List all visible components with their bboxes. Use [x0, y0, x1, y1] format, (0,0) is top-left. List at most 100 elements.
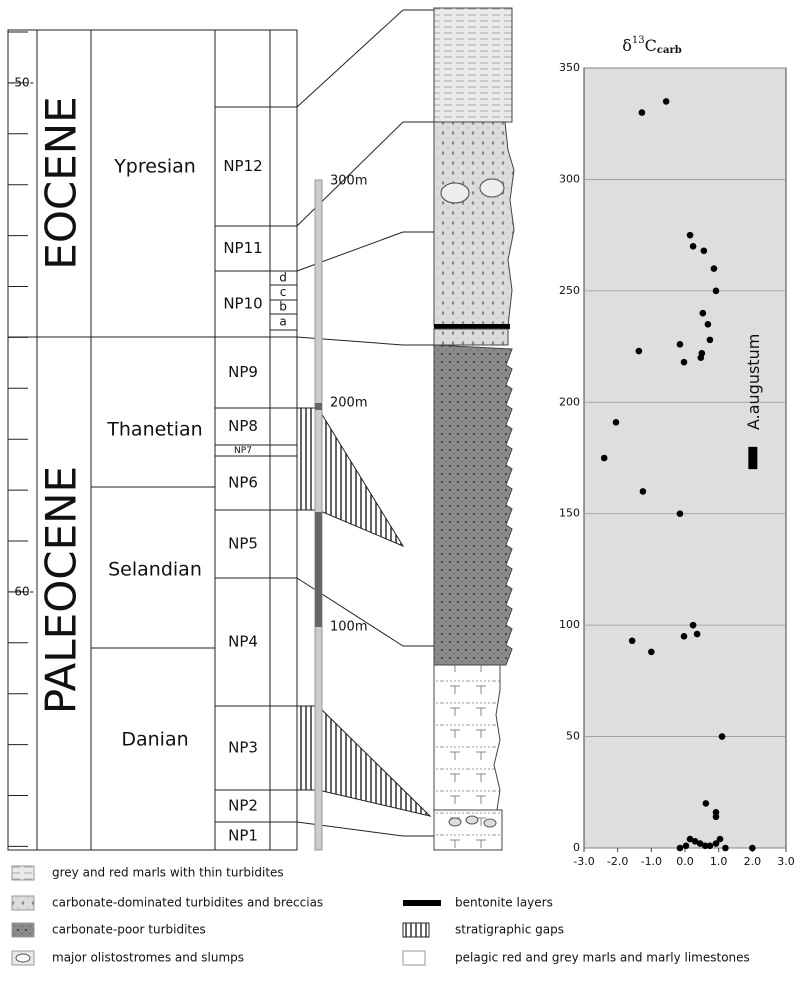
x-tick-label: -2.0	[607, 855, 628, 868]
thickness-label: 200m	[330, 396, 367, 411]
y-tick-label: 300	[559, 172, 580, 185]
stage-label: Selandian	[108, 559, 202, 581]
legend-label: major olistostromes and slumps	[52, 951, 244, 965]
data-point	[628, 637, 636, 645]
age-label: -50-	[10, 76, 34, 90]
frame	[7, 29, 298, 851]
legend-swatch	[11, 895, 35, 911]
y-tick-label: 350	[559, 61, 580, 74]
title-base: C	[645, 36, 657, 55]
data-point	[710, 265, 718, 272]
data-point	[718, 733, 726, 740]
legend-swatch-clast	[15, 953, 31, 963]
x-tick-label: 1.0	[710, 855, 728, 868]
bentonite	[434, 324, 510, 329]
rule	[296, 577, 404, 647]
legend-label: pelagic red and grey marls and marly lim…	[455, 951, 750, 965]
epoch-label: EOCENE	[37, 96, 86, 269]
x-tick-label: 3.0	[777, 855, 794, 868]
zone-label: NP7	[234, 446, 252, 456]
title-symbol: δ	[622, 36, 632, 55]
olistostrome	[440, 182, 470, 204]
olistostrome	[465, 815, 479, 825]
thickness-label: 100m	[330, 620, 367, 635]
y-tick-label: 100	[559, 618, 580, 631]
legend: grey and red marls with thin turbidites c…	[11, 865, 750, 966]
olistostrome	[448, 817, 462, 827]
legend-swatch	[402, 922, 430, 938]
data-point	[680, 358, 688, 366]
zone-label: NP3	[228, 739, 258, 757]
olistostrome	[479, 178, 505, 198]
data-point	[648, 648, 655, 656]
legend-label: carbonate-dominated turbidites and brecc…	[52, 896, 323, 910]
data-point	[612, 419, 620, 426]
legend-swatch	[11, 865, 35, 881]
legend-swatch	[402, 950, 426, 966]
stratigraphic-gap	[296, 407, 405, 548]
data-point	[686, 835, 694, 843]
epoch-label: PALEOCENE	[37, 466, 86, 714]
thickness-bar-dark	[315, 512, 322, 627]
data-point	[712, 287, 720, 295]
x-tick-label: -3.0	[573, 855, 594, 868]
legend-label: bentonite layers	[455, 896, 553, 910]
y-tick-label: 50	[566, 730, 580, 743]
legend-swatch	[403, 900, 441, 906]
data-point	[638, 109, 646, 116]
stratigraphic-column: 300m 200m 100m -50- -60- EOCENE PALEOCENE Ypres…	[7, 7, 515, 851]
x-tick-label: -1.0	[641, 855, 662, 868]
data-point	[716, 835, 724, 843]
zone-label: NP10	[223, 295, 262, 313]
zone-label: NP1	[228, 827, 258, 845]
data-point	[600, 454, 608, 462]
lith-base	[433, 809, 503, 851]
zone-label: NP6	[228, 474, 258, 492]
data-point	[691, 838, 699, 845]
isotope-chart: δ13Ccarb 0 50 100 150 200 250 300 350 -3.0 -2.0 -1…	[559, 35, 794, 869]
lith-pelagic	[433, 664, 501, 811]
zone-label: NP8	[228, 417, 258, 435]
data-point	[689, 621, 697, 629]
annotation-label: A.augustum	[744, 334, 763, 430]
data-point	[680, 632, 688, 640]
data-point	[697, 354, 705, 362]
legend-swatch	[11, 922, 35, 938]
data-point	[682, 842, 690, 850]
data-point	[701, 842, 709, 850]
rule	[296, 821, 404, 837]
legend-label: grey and red marls with thin turbidites	[52, 866, 284, 880]
y-tick-label: 0	[573, 841, 580, 854]
data-point	[696, 840, 704, 847]
rule	[296, 336, 404, 346]
subzone-label: b	[279, 300, 287, 314]
rule	[296, 231, 404, 272]
data-point	[635, 347, 643, 355]
stage-label: Thanetian	[106, 419, 202, 441]
rule	[296, 9, 404, 108]
data-point	[686, 231, 694, 239]
data-point	[702, 800, 710, 807]
range-bar	[748, 446, 758, 470]
data-point	[749, 844, 756, 852]
data-point	[639, 488, 647, 495]
data-point	[676, 844, 684, 852]
olistostrome	[483, 818, 497, 828]
data-point	[700, 247, 708, 255]
lith-carbonate-dominated	[433, 328, 509, 346]
chart-title: δ13Ccarb	[622, 35, 681, 56]
lith-marls	[433, 7, 513, 123]
data-point	[693, 630, 701, 638]
y-tick-label: 250	[559, 284, 580, 297]
data-point	[722, 844, 729, 852]
lith-carbonate-dominated	[433, 121, 515, 327]
zone-label: NP11	[223, 239, 262, 257]
subzone-label: c	[280, 285, 287, 299]
y-tick-label: 150	[559, 507, 580, 520]
data-point	[689, 242, 697, 250]
zone-label: NP12	[223, 157, 262, 175]
zone-label: NP9	[228, 363, 258, 381]
data-point	[676, 510, 684, 518]
lith-carbonate-poor	[433, 344, 513, 666]
x-tick-label: 2.0	[744, 855, 762, 868]
